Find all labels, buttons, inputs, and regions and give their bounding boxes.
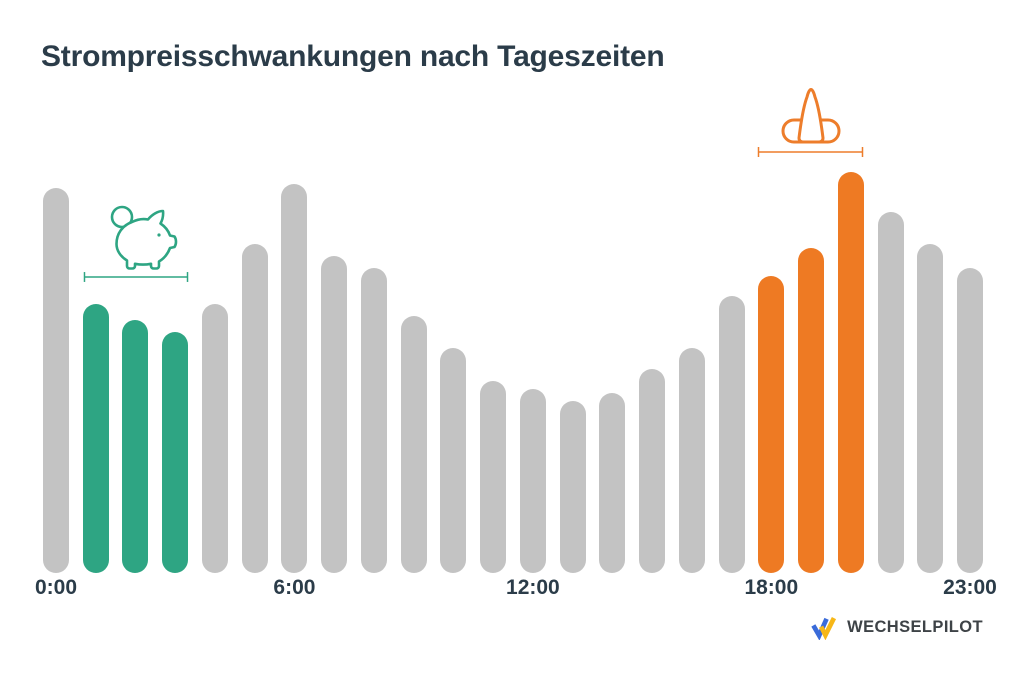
piggy-bank-icon bbox=[104, 204, 182, 270]
bar-hour-12 bbox=[519, 388, 546, 573]
bar-hour-8 bbox=[360, 268, 387, 573]
wechselpilot-logo: WECHSELPILOT bbox=[811, 614, 983, 640]
bar-hour-22 bbox=[917, 244, 944, 573]
x-tick-label: 6:00 bbox=[273, 576, 316, 599]
bar-hour-14 bbox=[599, 392, 626, 573]
bar-hour-19 bbox=[798, 248, 825, 573]
logo-double-check-icon bbox=[811, 617, 837, 640]
x-tick-label: 23:00 bbox=[943, 576, 997, 599]
bar-hour-17 bbox=[718, 296, 745, 573]
x-tick-label: 12:00 bbox=[506, 576, 560, 599]
bar-hour-9 bbox=[400, 316, 427, 573]
bar-hour-11 bbox=[480, 380, 507, 573]
bar-hour-5 bbox=[241, 244, 268, 573]
bar-hour-4 bbox=[201, 304, 228, 573]
bar-hour-10 bbox=[440, 348, 467, 573]
bar-hour-15 bbox=[639, 368, 666, 573]
x-tick-label: 0:00 bbox=[34, 576, 78, 599]
expensive-range-bracket bbox=[757, 147, 864, 157]
bar-hour-7 bbox=[321, 256, 348, 573]
bar-hour-6 bbox=[281, 184, 308, 573]
bar-hour-0 bbox=[43, 188, 69, 573]
bar-hour-2 bbox=[122, 320, 149, 573]
bar-hour-16 bbox=[678, 348, 705, 573]
bar-hour-13 bbox=[559, 400, 586, 573]
bar-hour-3 bbox=[162, 332, 189, 573]
logo-text: WECHSELPILOT bbox=[847, 617, 983, 636]
bar-hour-18 bbox=[758, 276, 785, 573]
bar-hour-1 bbox=[82, 304, 109, 573]
x-tick-label: 18:00 bbox=[744, 576, 799, 599]
bar-hour-20 bbox=[837, 172, 864, 573]
traffic-cone-icon bbox=[779, 82, 843, 146]
bar-hour-23 bbox=[957, 268, 984, 573]
chart-title: Strompreisschwankungen nach Tageszeiten bbox=[41, 40, 665, 73]
cheap-range-bracket bbox=[83, 272, 189, 282]
bar-hour-21 bbox=[877, 212, 904, 573]
